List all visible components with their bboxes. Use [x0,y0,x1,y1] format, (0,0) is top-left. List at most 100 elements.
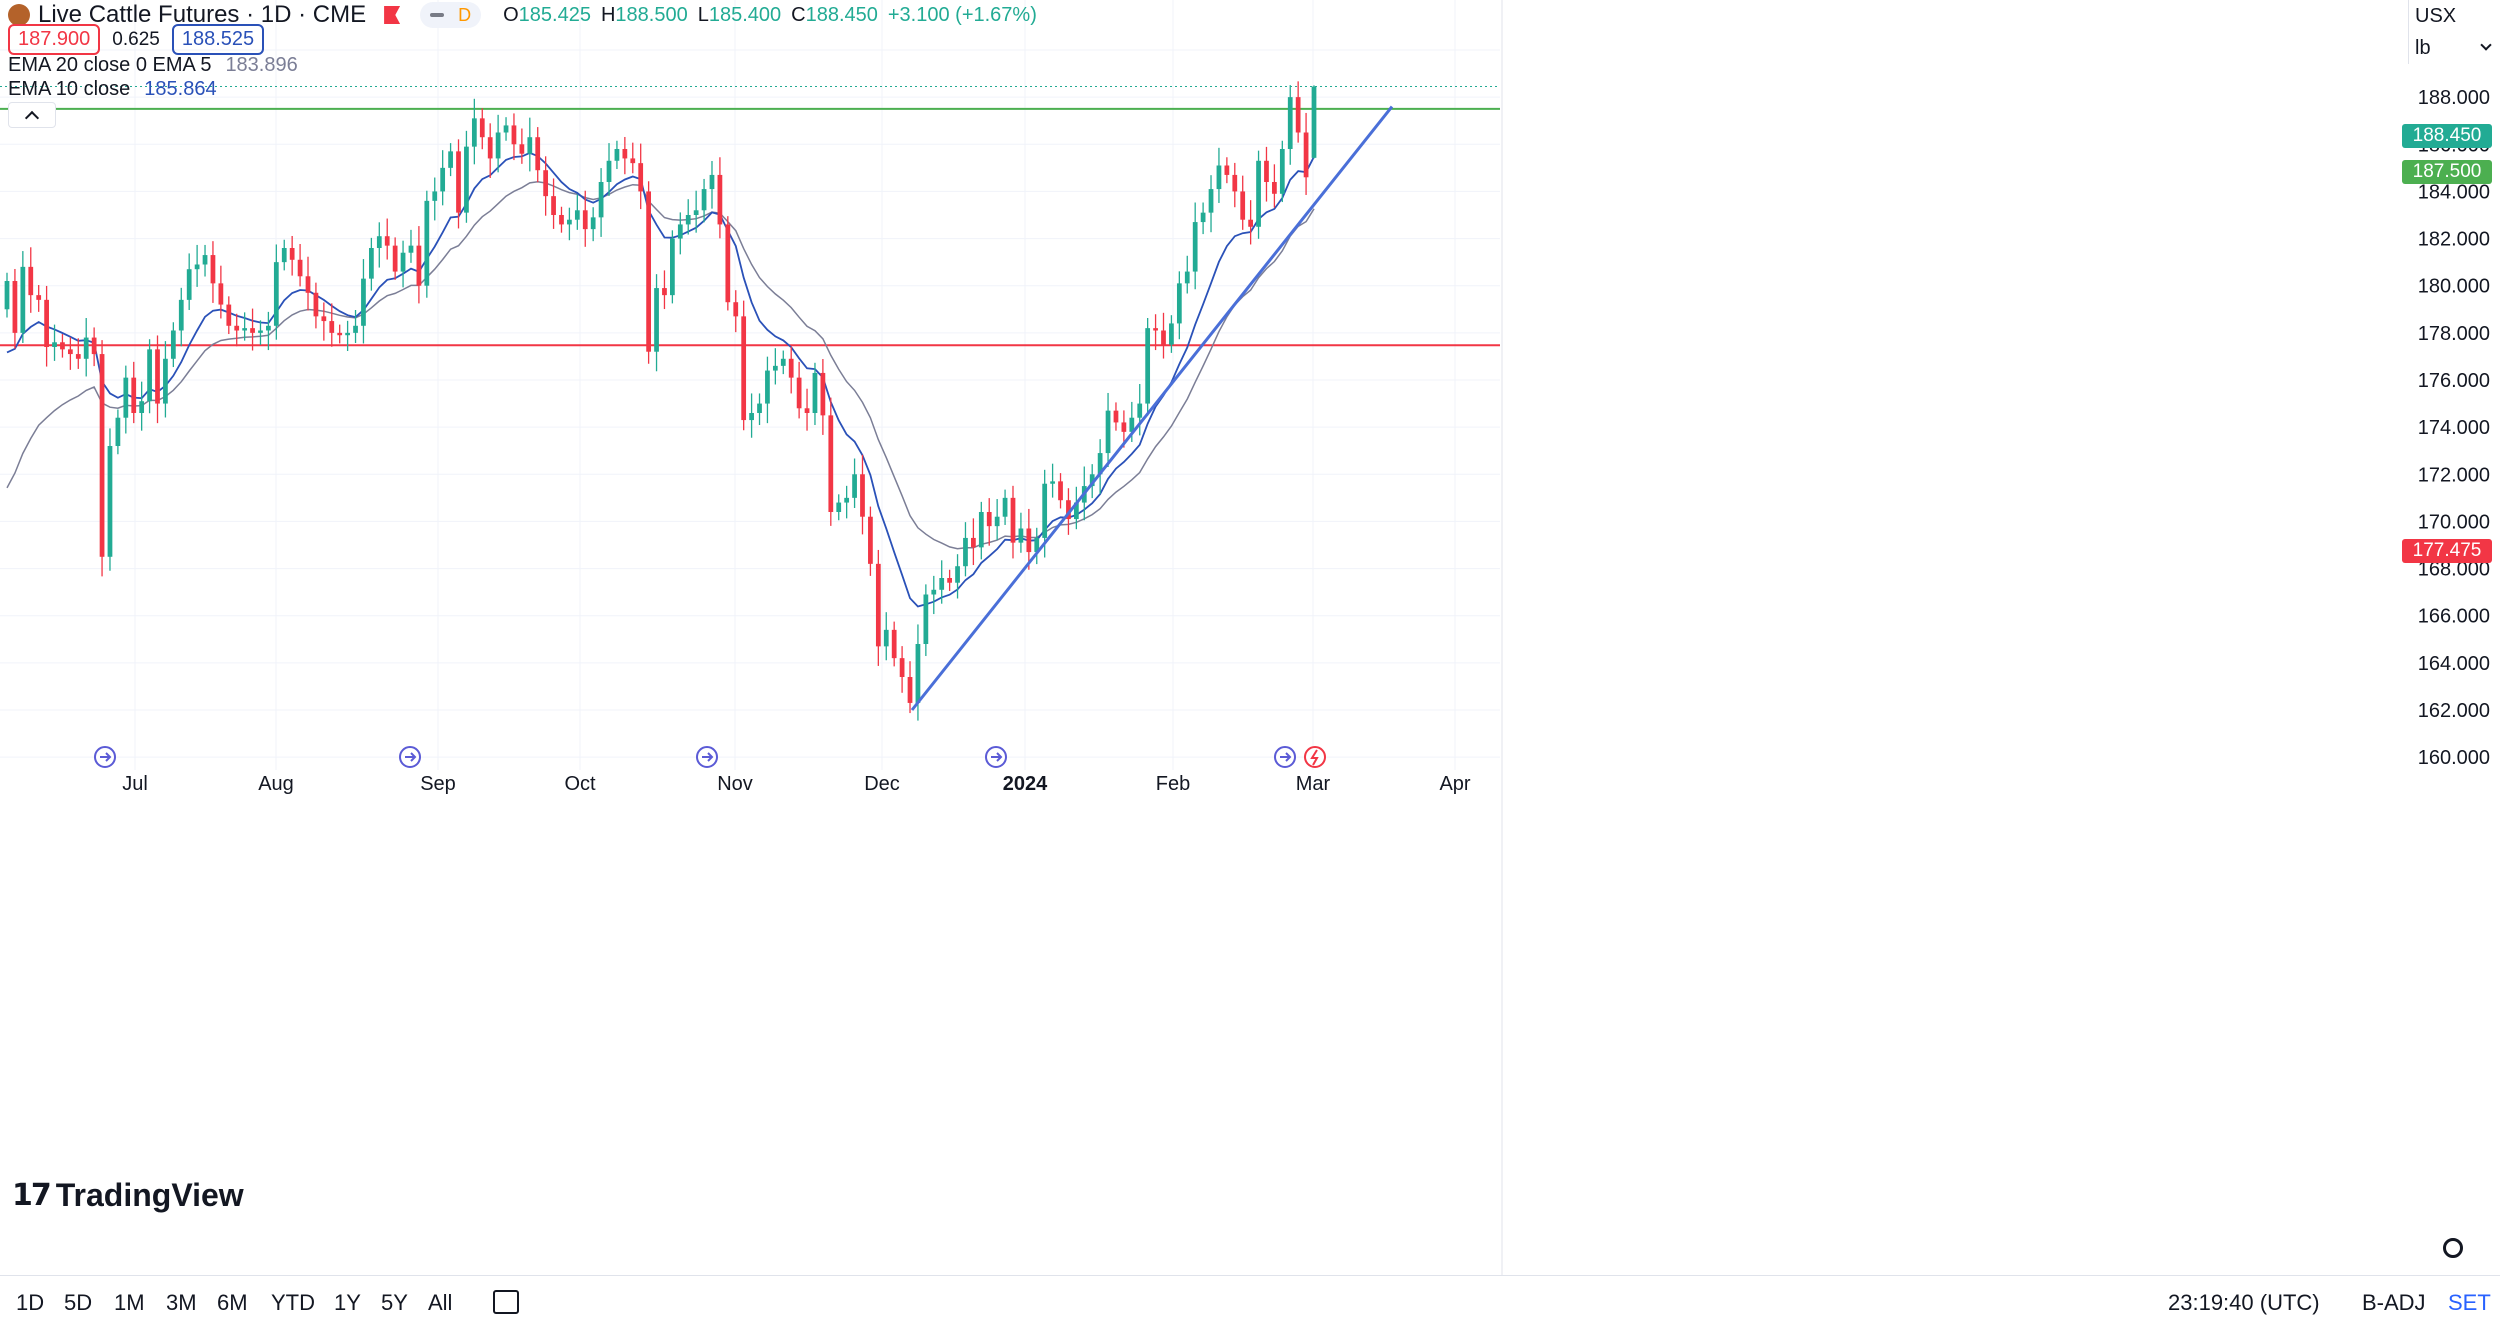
candle-body [495,132,501,159]
candle-body [971,537,976,548]
ema20-label: EMA 20 close 0 EMA 5 [8,54,212,76]
candle-body [1105,410,1111,454]
candle-body [1010,497,1016,543]
clock-time[interactable]: 23:19:40 (UTC) [2168,1290,2320,1315]
candle-body [1058,481,1063,501]
candle-body [83,337,89,359]
candle-body [978,512,984,548]
time-tick-label: 2024 [1003,773,1048,795]
ema10-legend[interactable]: EMA 10 close 185.864 [8,78,217,101]
range-1m[interactable]: 1M [114,1290,145,1315]
high-label: H [600,3,616,26]
ema10-value: 185.864 [144,78,217,100]
arrow-right-icon [405,752,417,762]
range-5d[interactable]: 5D [64,1290,93,1315]
candle-body [1073,502,1079,520]
collapse-legend-button[interactable] [8,102,56,128]
sell-price-button[interactable]: 187.900 [8,24,101,55]
event-markers [94,746,1326,768]
candle-body [812,372,818,413]
buy-price-button[interactable]: 188.525 [171,24,265,55]
date-range-calendar-icon[interactable] [493,1290,519,1314]
dividend-event-icon[interactable] [399,746,421,768]
range-5y[interactable]: 5Y [381,1290,408,1315]
ema20-legend[interactable]: EMA 20 close 0 EMA 5 183.896 [8,54,298,77]
candle-body [709,174,715,190]
candle-body [1287,97,1293,149]
session-toggle[interactable]: SET [2448,1290,2491,1315]
unit-select[interactable]: lb [2408,32,2500,64]
time-axis: Jul Aug Sep Oct Nov Dec 2024 Feb Mar Apr [122,773,1471,795]
candle-body [250,328,255,333]
brand-name: TradingView [55,1177,244,1213]
earnings-flash-icon[interactable] [1304,746,1326,768]
candle-body [899,658,905,677]
candle-body [630,158,636,164]
dividend-event-icon[interactable] [696,746,718,768]
symbol-legend: Live Cattle Futures · 1D · CME D O185.42… [8,0,1047,30]
delayed-badge: D [458,4,472,25]
candle-body [986,512,992,527]
candle-body [883,629,889,647]
candle-body [123,377,129,418]
candle-body [1176,283,1182,324]
candle-body [107,446,113,557]
support-price-tag: 177.475 [2402,539,2492,563]
range-1d[interactable]: 1D [16,1290,45,1315]
flag-icon[interactable] [384,6,401,24]
chart-grid [0,0,1500,770]
trendline [910,105,1394,711]
candle-body [907,677,913,703]
candle-body [1256,160,1261,227]
candle-body [131,377,137,413]
adjustment-toggle[interactable]: B-ADJ [2362,1290,2426,1315]
axis-settings-gear-icon[interactable] [2443,1238,2463,1258]
range-1y[interactable]: 1Y [334,1290,361,1315]
candle-body [210,255,216,284]
candle-body [1097,453,1103,475]
candle-body [305,276,311,293]
candle-body [590,217,596,230]
candle-body [44,299,49,347]
candle-body [868,516,873,564]
close-label: C [791,3,806,26]
range-6m[interactable]: 6M [217,1290,248,1315]
candle-body [12,281,18,333]
range-3m[interactable]: 3M [166,1290,197,1315]
candle-body [1169,323,1174,345]
time-tick-label: Oct [564,773,596,795]
candle-body [4,281,10,310]
price-chart[interactable]: 160.000 162.000 164.000 166.000 168.000 170.0… [0,0,2500,1275]
price-tick-label: 178.000 [2418,323,2490,345]
arrow-right-icon [1280,752,1292,762]
candle-body [471,118,477,147]
lightning-icon [1310,749,1319,766]
candle-body [551,196,556,215]
minus-icon [430,13,445,17]
candle-body [693,210,699,215]
range-all[interactable]: All [428,1290,453,1315]
currency-select[interactable]: USX [2408,0,2500,32]
price-tick-label: 166.000 [2418,606,2490,628]
price-tick-label: 176.000 [2418,370,2490,392]
market-status-pill[interactable]: D [420,2,482,28]
dividend-event-icon[interactable] [1274,746,1296,768]
candle-body [994,516,1000,527]
candle-body [780,358,786,366]
candle-body [258,330,263,333]
bottom-toolbar: 1D 5D 1M 3M 6M YTD 1Y 5Y All 23:19:40 (U… [0,1275,2500,1330]
candle-body [1232,174,1238,192]
range-ytd[interactable]: YTD [271,1290,315,1315]
candle-body [178,299,184,331]
tradingview-logo[interactable]: 17 TradingView [12,1177,244,1214]
candle-body [1272,182,1277,194]
time-tick-label: Aug [258,773,294,795]
dividend-event-icon[interactable] [94,746,116,768]
price-tick-label: 160.000 [2418,747,2490,769]
close-value: 188.450 [805,3,878,26]
candle-body [36,295,42,300]
dividend-event-icon[interactable] [985,746,1007,768]
symbol-title[interactable]: Live Cattle Futures · 1D · CME [38,1,367,28]
candle-body [329,321,335,333]
candle-body [646,191,651,352]
